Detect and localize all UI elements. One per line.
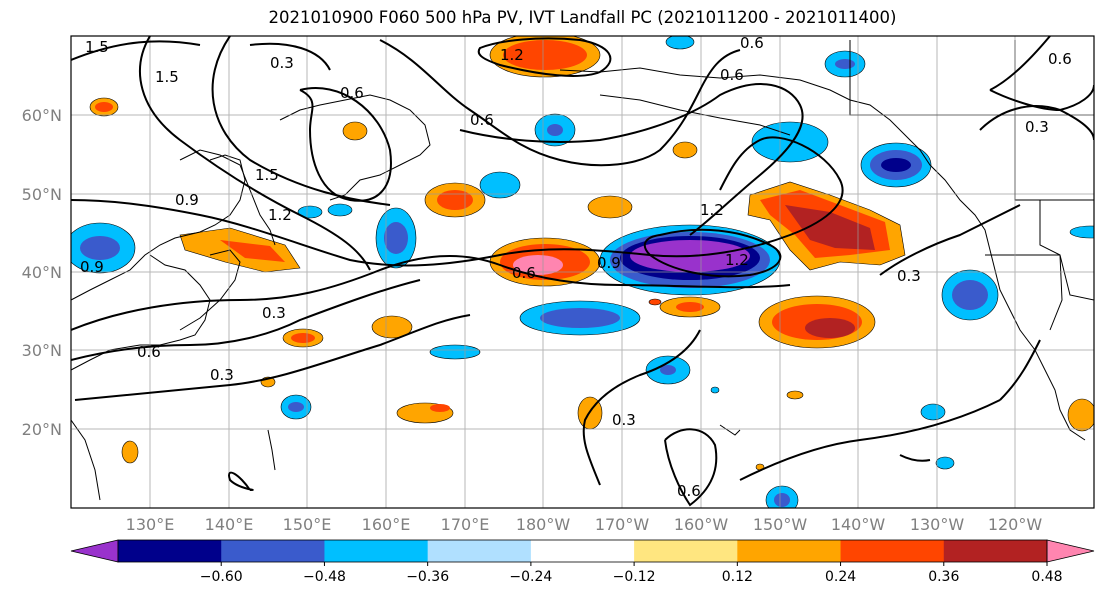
lat-label: 30°N	[22, 341, 62, 360]
contour-label: 0.6	[677, 482, 701, 500]
contour-label: 0.9	[597, 254, 621, 272]
lon-label: 120°W	[988, 515, 1043, 534]
contour-label: 0.9	[80, 258, 104, 276]
pc-shading	[71, 36, 1094, 508]
contour-label: 0.3	[897, 267, 921, 285]
lon-label: 130°W	[910, 515, 965, 534]
lat-axis: 60°N 50°N 40°N 30°N 20°N	[22, 106, 62, 439]
contour-label: 1.2	[725, 251, 749, 269]
contour-label: 1.5	[155, 68, 179, 86]
lon-label: 150°W	[753, 515, 808, 534]
colorbar-tick-label: −0.60	[200, 569, 243, 585]
colorbar-cell	[943, 540, 1048, 562]
lat-label: 20°N	[22, 420, 62, 439]
colorbar-cell	[324, 540, 429, 562]
lon-label: 170°W	[595, 515, 650, 534]
lat-label: 40°N	[22, 263, 62, 282]
colorbar-outline	[117, 539, 1048, 563]
contour-label: 1.2	[268, 206, 292, 224]
contour-label: 1.2	[700, 201, 724, 219]
colorbar-cell	[221, 540, 325, 562]
lon-label: 160°E	[362, 515, 411, 534]
colorbar-cell	[427, 540, 532, 562]
lon-label: 150°E	[283, 515, 332, 534]
pv-contours	[71, 36, 1094, 507]
gridlines	[71, 36, 1094, 508]
contour-label: 1.5	[255, 166, 279, 184]
lon-axis: 130°E 140°E 150°E 160°E 170°E 180°W 170°…	[126, 515, 1043, 534]
lon-label: 160°W	[674, 515, 729, 534]
colorbar: −0.60 −0.48 −0.36 −0.24 −0.12 0.12 0.24 0.36 0.4…	[70, 539, 1095, 585]
lat-label: 60°N	[22, 106, 62, 125]
colorbar-cell	[737, 540, 842, 562]
contour-label: 1.2	[500, 46, 524, 64]
colorbar-tick-label: −0.48	[303, 569, 346, 585]
lon-label: 140°W	[831, 515, 886, 534]
lon-label: 180°W	[516, 515, 571, 534]
colorbar-extend-max	[1046, 539, 1095, 563]
colorbar-tick-label: −0.24	[509, 569, 552, 585]
lon-label: 130°E	[126, 515, 175, 534]
colorbar-tick-label: 0.48	[1031, 569, 1062, 585]
colorbar-cell	[530, 540, 635, 562]
contour-label: 0.6	[720, 66, 744, 84]
colorbar-tick-label: 0.12	[722, 569, 753, 585]
colorbar-ticks: −0.60 −0.48 −0.36 −0.24 −0.12 0.12 0.24 0.36 0.4…	[200, 562, 1063, 585]
colorbar-cell	[840, 540, 945, 562]
lat-label: 50°N	[22, 185, 62, 204]
lon-label: 170°E	[441, 515, 490, 534]
colorbar-extend-min	[70, 539, 119, 563]
contour-label: 0.3	[262, 304, 286, 322]
contour-label: 0.6	[137, 343, 161, 361]
colorbar-tick-label: −0.36	[406, 569, 449, 585]
contour-label: 0.3	[210, 366, 234, 384]
map-frame	[70, 35, 1095, 509]
contour-label: 0.3	[1025, 118, 1049, 136]
colorbar-tick-label: 0.24	[825, 569, 856, 585]
colorbar-cell	[118, 540, 222, 562]
contour-label: 0.6	[740, 34, 764, 52]
contour-labels: 1.5 0.3 0.6 1.5 1.2 0.6 0.6 1.5 1.2 0.9 …	[80, 34, 1072, 500]
contour-label: 0.6	[470, 111, 494, 129]
contour-label: 0.3	[612, 411, 636, 429]
map-title: 2021010900 F060 500 hPa PV, IVT Landfall…	[268, 8, 897, 27]
colorbar-cell	[634, 540, 738, 562]
contour-label: 1.5	[85, 38, 109, 56]
colorbar-tick-label: −0.12	[613, 569, 656, 585]
contour-label: 0.9	[175, 191, 199, 209]
contour-label: 0.6	[340, 84, 364, 102]
contour-label: 0.3	[270, 54, 294, 72]
contour-label: 0.6	[512, 264, 536, 282]
contour-label: 0.6	[1048, 50, 1072, 68]
colorbar-cells	[70, 539, 1095, 563]
colorbar-tick-label: 0.36	[928, 569, 959, 585]
lon-label: 140°E	[205, 515, 254, 534]
